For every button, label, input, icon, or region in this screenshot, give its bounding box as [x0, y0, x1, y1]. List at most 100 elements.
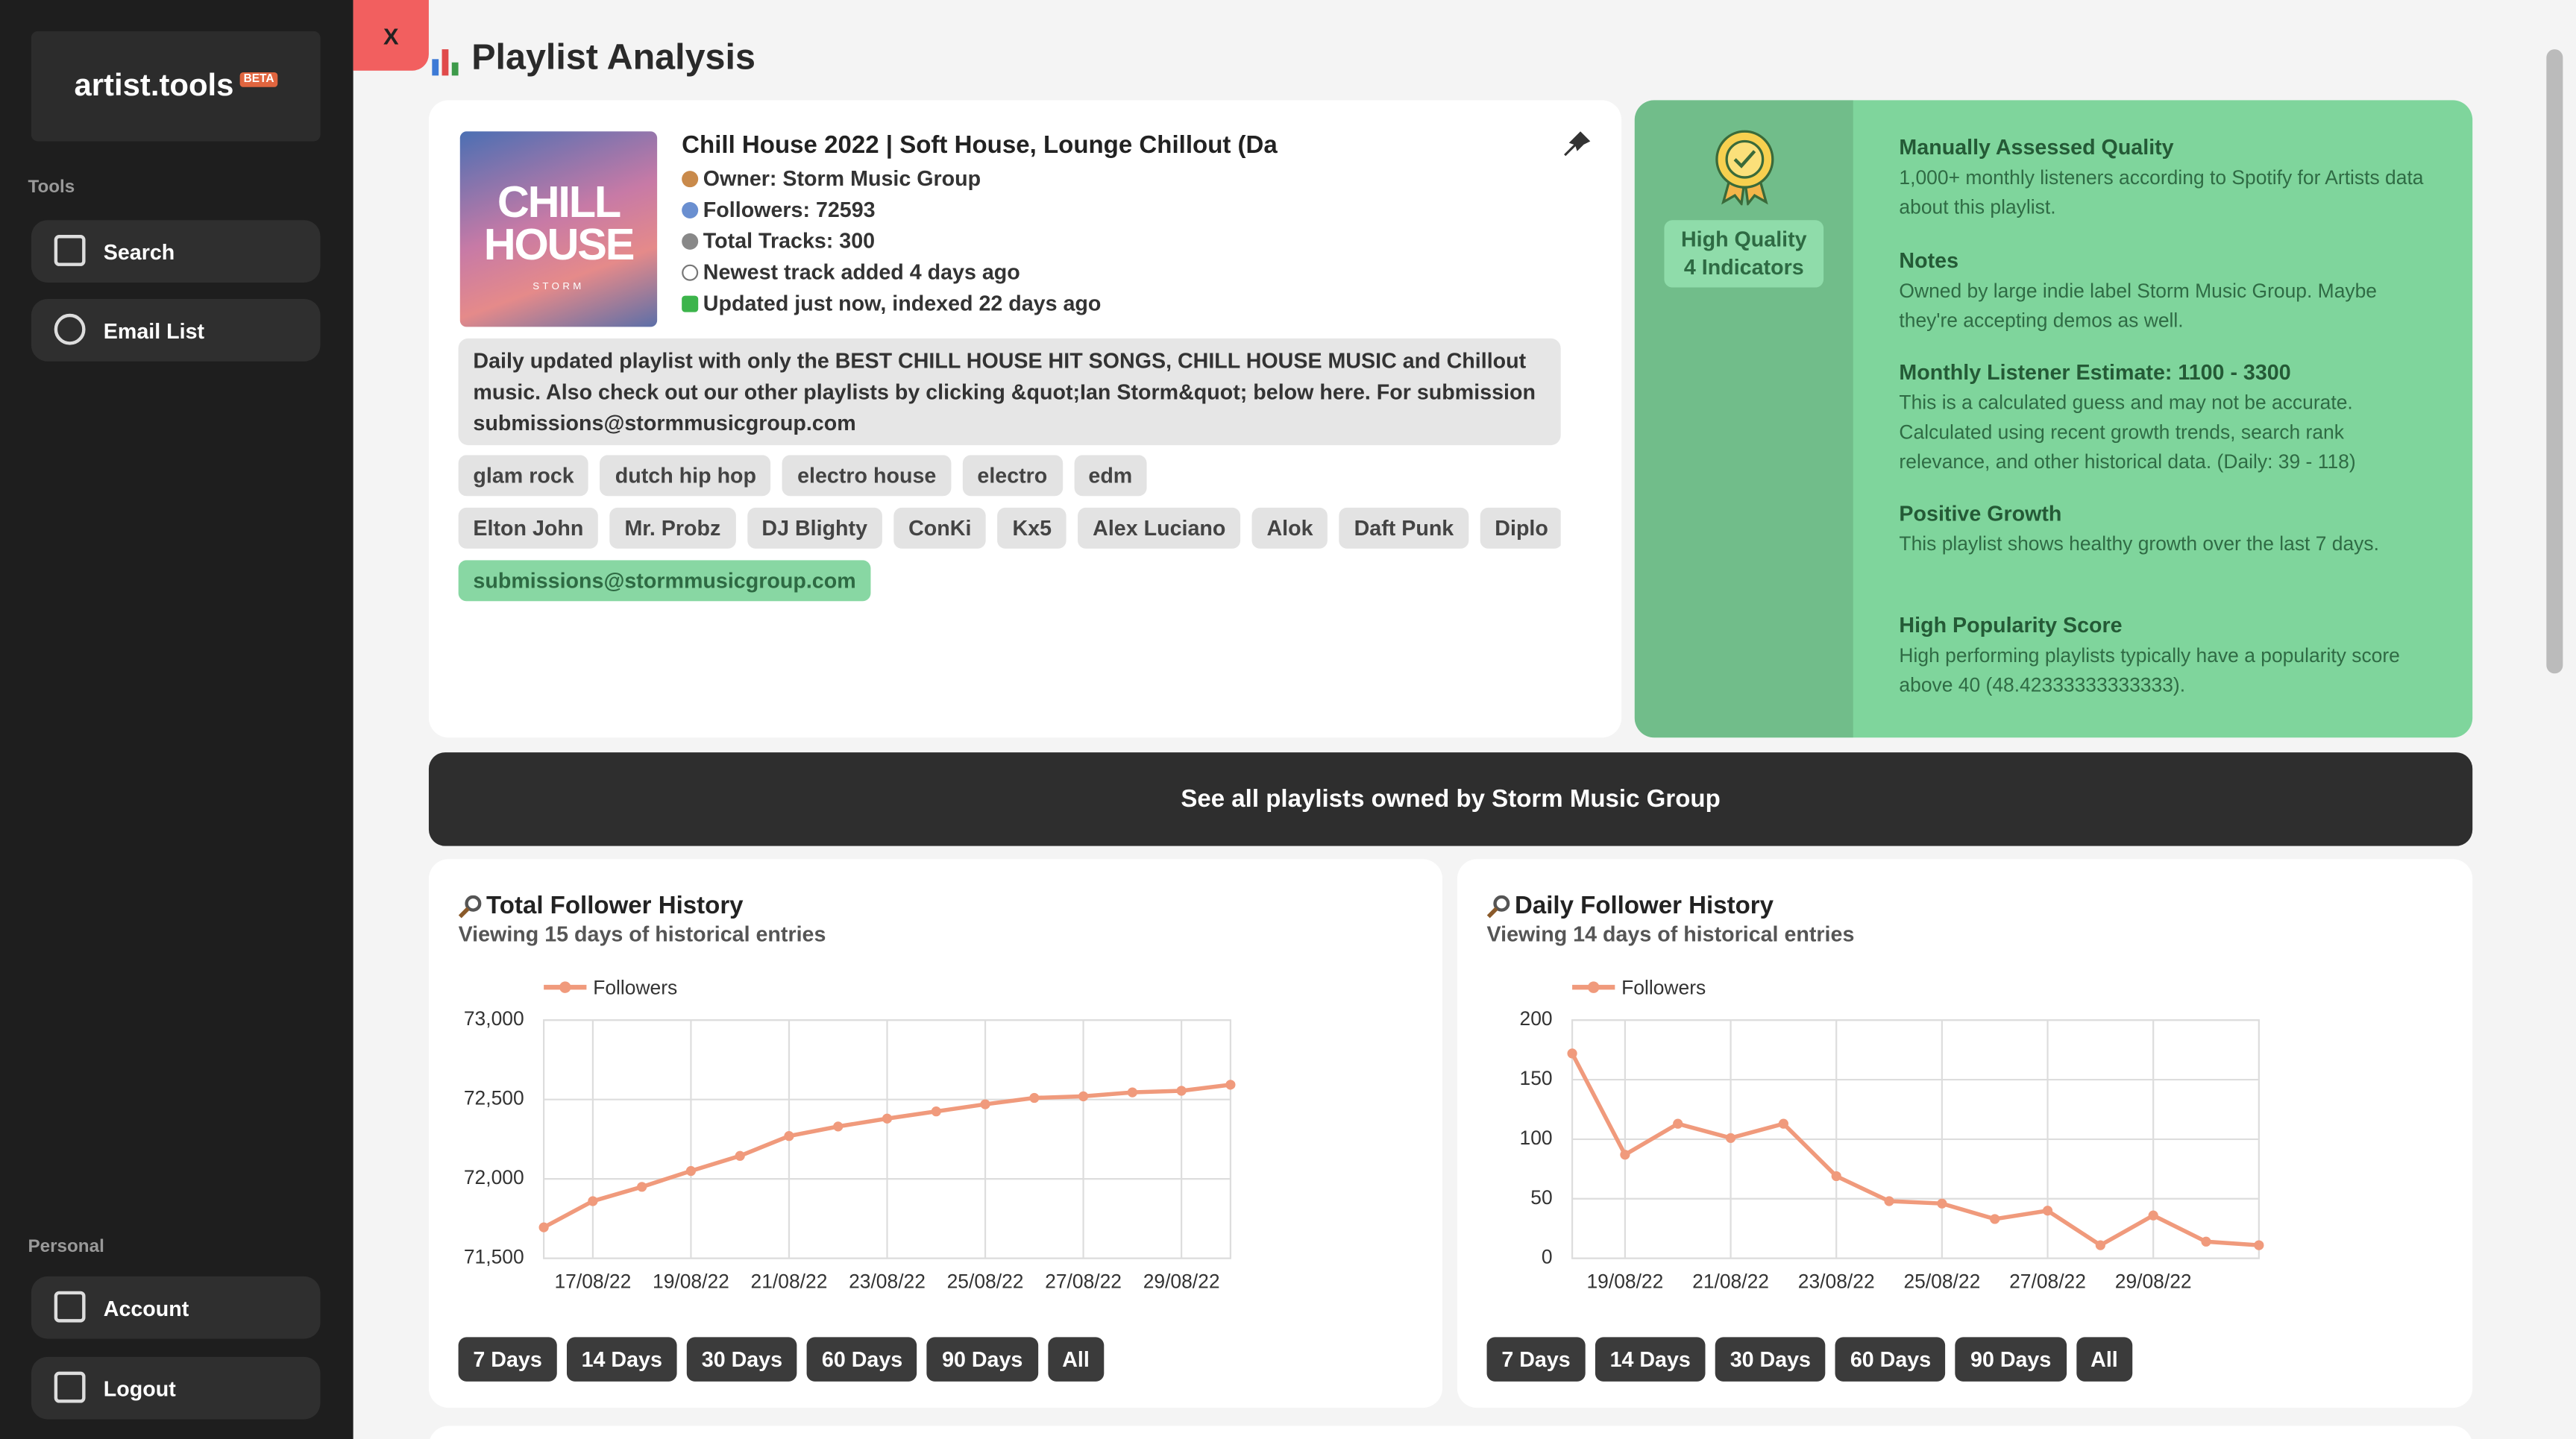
pin-button[interactable] [1561, 128, 1594, 161]
indicator-title: Manually Assessed Quality [1899, 134, 2174, 160]
genre-tag[interactable]: electro [962, 455, 1063, 497]
indicator-title: Positive Growth [1899, 500, 2062, 526]
nav-button[interactable]: Search [31, 220, 321, 283]
artist-tag[interactable]: Alex Luciano [1078, 507, 1241, 549]
data-point [2095, 1240, 2105, 1250]
x-tick-label: 27/08/22 [2009, 1270, 2086, 1293]
data-point [2148, 1210, 2158, 1221]
quality-badge: High Quality 4 Indicators [1664, 220, 1824, 288]
data-point [931, 1106, 941, 1117]
range-buttons: 7 Days 14 Days 30 Days 60 Days 90 Days All [458, 1337, 1105, 1382]
y-tick-label: 72,000 [464, 1166, 524, 1188]
x-tick-label: 23/08/22 [849, 1270, 926, 1293]
detail: Total Tracks: 300 [682, 228, 875, 253]
range-button[interactable]: 90 Days [927, 1337, 1038, 1382]
page-title: Playlist Analysis [471, 36, 755, 78]
x-tick-label: 19/08/22 [1586, 1270, 1663, 1293]
range-button[interactable]: 7 Days [458, 1337, 557, 1382]
badge-line: 4 Indicators [1683, 254, 1804, 280]
chart-title: Daily Follower History [1514, 892, 1774, 920]
range-button[interactable]: All [2076, 1337, 2133, 1382]
artist-tag[interactable]: Diplo [1480, 507, 1561, 549]
data-point [882, 1113, 893, 1124]
section-label: Personal [28, 1237, 104, 1257]
artist-tag[interactable]: DJ Blighty [747, 507, 882, 549]
indicator: Positive Growth This playlist shows healt… [1899, 500, 2425, 558]
close-button[interactable]: X [353, 0, 429, 71]
indicator-text: This is a calculated guess and may not b… [1899, 391, 2356, 473]
genre-tag[interactable]: glam rock [458, 455, 589, 497]
logo[interactable]: artist.tools BETA [31, 31, 321, 142]
description: Daily updated playlist with only the BES… [458, 338, 1561, 446]
range-button[interactable]: 30 Days [686, 1337, 797, 1382]
detail-text: Updated just now, indexed 22 days ago [703, 290, 1102, 316]
data-point [2254, 1240, 2264, 1250]
data-point [1176, 1086, 1187, 1096]
range-button[interactable]: 14 Days [1595, 1337, 1706, 1382]
cover-label: STORM [533, 282, 585, 293]
legend-label: Followers [593, 976, 677, 998]
x-tick-label: 21/08/22 [1692, 1270, 1769, 1293]
detail-text: Newest track added 4 days ago [703, 259, 1020, 285]
scrollbar[interactable] [2546, 49, 2563, 674]
artist-tag[interactable]: Daft Punk [1339, 507, 1469, 549]
y-tick-label: 200 [1520, 1007, 1553, 1030]
nav-button[interactable]: Logout [31, 1356, 321, 1420]
nav-button[interactable]: Account [31, 1276, 321, 1339]
nav-label: Search [103, 239, 175, 264]
data-point [2201, 1236, 2211, 1247]
indicator: Manually Assessed Quality 1,000+ monthly … [1899, 133, 2425, 221]
data-point [1990, 1214, 2000, 1224]
range-button[interactable]: 60 Days [807, 1337, 918, 1382]
nav-button[interactable]: Email List [31, 298, 321, 362]
genre-tag[interactable]: dutch hip hop [600, 455, 771, 497]
artist-tags: Elton John Mr. Probz DJ Blighty ConKi Kx5 Ale… [458, 507, 1561, 549]
y-tick-label: 150 [1520, 1067, 1553, 1089]
data-point [1778, 1118, 1789, 1129]
y-tick-label: 0 [1542, 1246, 1553, 1268]
range-button[interactable]: 30 Days [1715, 1337, 1826, 1382]
x-tick-label: 23/08/22 [1798, 1270, 1875, 1293]
range-button[interactable]: 14 Days [566, 1337, 677, 1382]
cover-art: CHILL HOUSE STORM [459, 131, 658, 327]
x-tick-label: 29/08/22 [2115, 1270, 2192, 1293]
chart-title: Total Follower History [486, 892, 744, 920]
artist-tag[interactable]: Mr. Probz [609, 507, 736, 549]
indicator-title: Monthly Listener Estimate: 1100 - 3300 [1899, 359, 2291, 385]
chart-card: Daily Follower History Viewing 14 days o… [1457, 859, 2473, 1408]
x-tick-label: 21/08/22 [751, 1270, 828, 1293]
email-tag[interactable]: submissions@stormmusicgroup.com [458, 560, 871, 602]
x-tick-label: 19/08/22 [653, 1270, 729, 1293]
indicator-text: High performing playlists typically have… [1899, 643, 2400, 697]
artist-tag[interactable]: Elton John [458, 507, 599, 549]
indicator: Notes Owned by large indie label Storm Mu… [1899, 246, 2425, 335]
artist-tag[interactable]: ConKi [893, 507, 987, 549]
range-button[interactable]: 7 Days [1486, 1337, 1586, 1382]
genre-tag[interactable]: electro house [782, 455, 952, 497]
section-label: Tools [28, 177, 75, 198]
legend-swatch [1588, 981, 1600, 993]
data-point [1884, 1196, 1894, 1206]
genre-tag[interactable]: edm [1073, 455, 1148, 497]
indicator-title: Notes [1899, 248, 1959, 273]
owner-button[interactable]: See all playlists owned by Storm Music G… [428, 752, 2473, 846]
artist-tag[interactable]: Alok [1251, 507, 1328, 549]
indicator-text: This playlist shows healthy growth over … [1899, 532, 2379, 555]
award-icon [1715, 130, 1774, 206]
detail: Updated just now, indexed 22 days ago [682, 291, 1101, 315]
detail-text: Owner: Storm Music Group [703, 166, 981, 191]
range-button[interactable]: All [1047, 1337, 1105, 1382]
y-tick-label: 71,500 [464, 1246, 524, 1268]
indicator: High Popularity Score High performing pla… [1899, 611, 2425, 700]
y-tick-label: 100 [1520, 1127, 1553, 1149]
chart-subtitle: Viewing 14 days of historical entries [1486, 921, 1855, 947]
data-point [538, 1222, 549, 1232]
artist-tag[interactable]: Kx5 [997, 507, 1066, 549]
detail-text: Total Tracks: 300 [703, 228, 876, 254]
range-button[interactable]: 90 Days [1955, 1337, 2067, 1382]
quality-strip [1634, 100, 1853, 738]
nav-label: Account [103, 1295, 189, 1320]
detail: Newest track added 4 days ago [682, 259, 1020, 284]
data-point [2042, 1206, 2053, 1216]
range-button[interactable]: 60 Days [1835, 1337, 1946, 1382]
